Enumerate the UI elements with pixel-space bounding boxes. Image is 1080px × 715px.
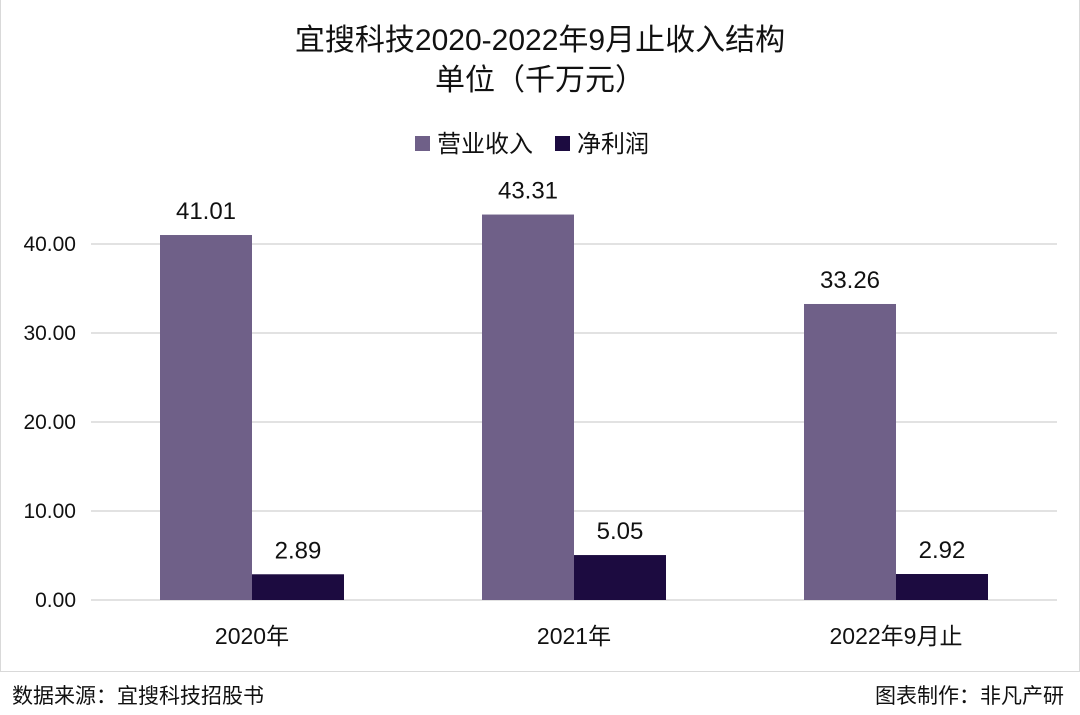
y-axis: 0.00 10.00 20.00 30.00 40.00	[23, 233, 76, 612]
chart-title: 宜搜科技2020-2022年9月止收入结构	[295, 24, 785, 57]
x-axis: 2020年 2021年 2022年9月止	[215, 623, 963, 649]
legend-swatch	[555, 136, 570, 151]
data-labels: 41.01 2.89 43.31 5.05 33.26 2.92	[176, 178, 965, 565]
bar-营业收入	[482, 214, 574, 600]
bar-chart: 宜搜科技2020-2022年9月止收入结构 单位（千万元） 营业收入 净利润 41…	[23, 24, 1057, 649]
legend-swatch	[415, 136, 430, 151]
y-tick-label: 40.00	[23, 233, 76, 256]
y-tick-label: 30.00	[23, 322, 76, 345]
source-note: 数据来源：宜搜科技招股书	[12, 685, 264, 708]
bar-净利润	[896, 574, 988, 600]
bar-营业收入	[804, 303, 896, 600]
bar-净利润	[574, 555, 666, 600]
bar-净利润	[252, 574, 344, 600]
legend-label: 营业收入	[437, 131, 533, 158]
y-tick-label: 0.00	[35, 589, 76, 612]
y-tick-label: 10.00	[23, 500, 76, 523]
data-label: 43.31	[498, 178, 558, 205]
x-tick-label: 2020年	[215, 623, 289, 649]
chart-subtitle: 单位（千万元）	[435, 64, 645, 97]
credit-note: 图表制作：非凡产研	[875, 685, 1064, 708]
data-label: 2.92	[919, 537, 966, 564]
y-tick-label: 20.00	[23, 411, 76, 434]
bars	[160, 214, 988, 601]
legend: 营业收入 净利润	[415, 131, 649, 158]
data-label: 41.01	[176, 198, 236, 225]
bar-营业收入	[160, 235, 252, 601]
data-label: 2.89	[275, 537, 322, 564]
x-tick-label: 2021年	[537, 623, 611, 649]
x-tick-label: 2022年9月止	[830, 623, 963, 649]
data-label: 33.26	[820, 267, 880, 294]
data-label: 5.05	[597, 518, 644, 545]
legend-label: 净利润	[577, 131, 649, 158]
